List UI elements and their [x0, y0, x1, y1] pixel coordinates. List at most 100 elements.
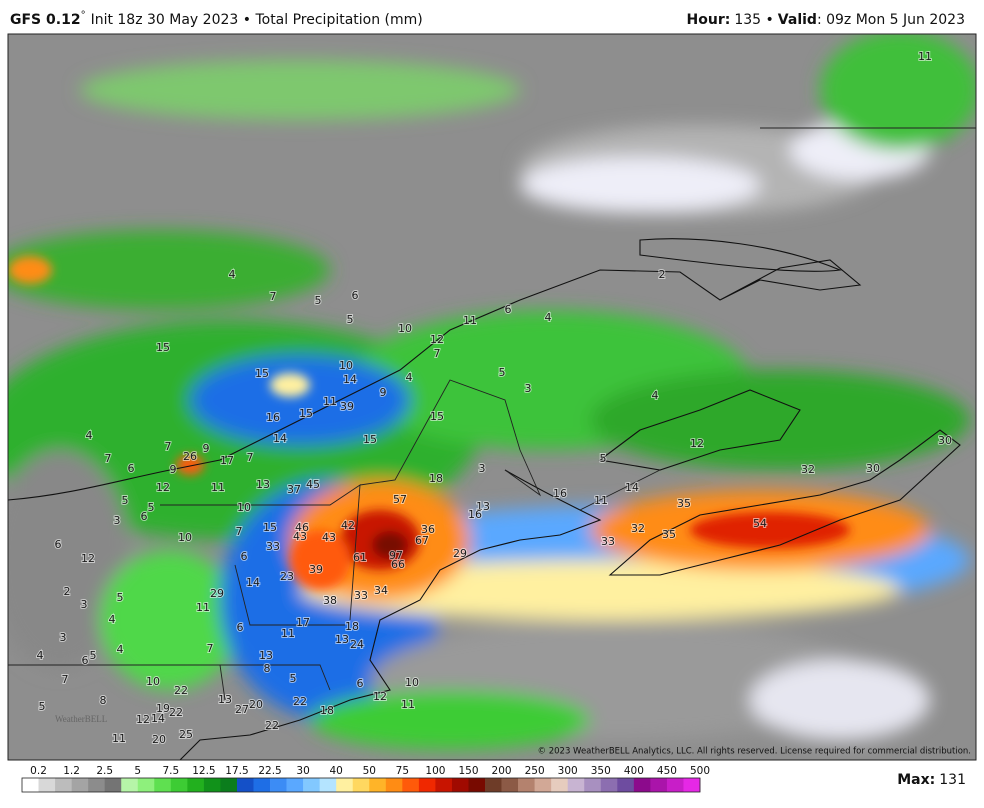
colorbar-swatch: [666, 778, 684, 792]
max-value: 131: [939, 772, 966, 788]
colorbar-swatch: [38, 778, 56, 792]
header-right: Hour: 135 • Valid: 09z Mon 5 Jun 2023: [687, 12, 965, 28]
map-value-label: 6: [352, 289, 359, 302]
colorbar-label: 500: [690, 765, 710, 777]
map-value-label: 18: [320, 704, 334, 717]
map-value-label: 34: [374, 584, 388, 597]
map-value-label: 15: [299, 407, 313, 420]
hour-label: Hour:: [687, 12, 731, 28]
header-left: GFS 0.12° Init 18z 30 May 2023 • Total Pr…: [10, 10, 423, 28]
map-value-label: 39: [340, 400, 354, 413]
border: [8, 127, 976, 701]
map-value-label: 46: [295, 521, 309, 534]
map-value-label: 4: [117, 643, 124, 656]
map-value-label: 26: [183, 450, 197, 463]
map-value-label: 67: [415, 534, 429, 547]
map-value-label: 7: [105, 452, 112, 465]
map-value-label: 10: [405, 676, 419, 689]
colorbar-swatch: [485, 778, 502, 792]
colorbar-swatch: [534, 778, 552, 792]
map-value-label: 11: [918, 50, 932, 63]
colorbar-label: 5: [134, 765, 141, 777]
map-value-label: 16: [553, 487, 567, 500]
map-value-label: 10: [146, 675, 160, 688]
map-value-label: 45: [306, 478, 320, 491]
map-value-label: 7: [236, 525, 243, 538]
map-value-label: 32: [801, 463, 815, 476]
colorbar-label: 12.5: [192, 765, 215, 777]
map-value-label: 11: [112, 732, 126, 745]
coastline: [608, 429, 961, 576]
colorbar-swatch: [170, 778, 188, 792]
map-value-label: 11: [594, 494, 608, 507]
map-value-label: 6: [357, 677, 364, 690]
map-value-label: 15: [430, 410, 444, 423]
colorbar-swatch: [55, 778, 72, 792]
map: [8, 34, 976, 760]
map-value-label: 4: [109, 613, 116, 626]
map-value-label: 24: [350, 638, 364, 651]
colorbar-swatch: [435, 778, 453, 792]
map-value-label: 8: [264, 662, 271, 675]
colorbar-swatch: [650, 778, 668, 792]
colorbar-label: 1.2: [63, 765, 80, 777]
map-value-label: 61: [353, 551, 367, 564]
map-value-label: 43: [293, 530, 307, 543]
colorbar-swatch: [683, 778, 701, 792]
max-label: Max:: [897, 772, 935, 788]
colorbar-swatch: [71, 778, 89, 792]
map-value-label: 6: [241, 550, 248, 563]
map-value-label: 2: [64, 585, 71, 598]
map-value-label: 20: [152, 733, 166, 746]
map-value-label: 19: [156, 702, 170, 715]
map-value-label: 35: [677, 497, 691, 510]
map-value-label: 22: [174, 684, 188, 697]
map-value-label: 35: [662, 528, 676, 541]
map-value-label: 14: [625, 481, 639, 494]
map-value-label: 6: [237, 621, 244, 634]
colorbar-swatch: [468, 778, 486, 792]
map-value-label: 3: [81, 598, 88, 611]
map-value-label: 10: [398, 322, 412, 335]
coastline: [179, 469, 602, 760]
map-value-label: 12: [136, 713, 150, 726]
map-value-label: 17: [220, 454, 234, 467]
map-value-label: 29: [453, 547, 467, 560]
colorbar-swatch: [270, 778, 287, 792]
max: Max: 131: [897, 772, 966, 788]
hour: 135 •: [734, 12, 773, 28]
map-value-label: 14: [343, 373, 357, 386]
colorbar-swatch: [336, 778, 354, 792]
map-value-label: 97: [389, 549, 403, 562]
map-value-label: 5: [600, 452, 607, 465]
map-value-label: 22: [169, 706, 183, 719]
map-value-label: 30: [866, 462, 880, 475]
colorbar-label: 22.5: [258, 765, 281, 777]
map-value-label: 16: [468, 508, 482, 521]
map-value-label: 6: [141, 510, 148, 523]
colorbar-swatch: [154, 778, 172, 792]
map-value-label: 10: [339, 359, 353, 372]
map-value-label: 15: [363, 433, 377, 446]
map-value-label: 12: [156, 481, 170, 494]
map-value-label: 5: [347, 313, 354, 326]
colorbar-swatch: [518, 778, 535, 792]
map-value-label: 6: [55, 538, 62, 551]
colorbar-label: 100: [425, 765, 445, 777]
map-value-label: 5: [315, 294, 322, 307]
colorbar-label: 30: [296, 765, 309, 777]
map-value-label: 15: [263, 521, 277, 534]
map-value-label: 13: [476, 500, 490, 513]
map-value-label: 5: [90, 649, 97, 662]
colorbar-label: 17.5: [225, 765, 248, 777]
map-value-label: 54: [753, 517, 767, 530]
island: [639, 238, 843, 272]
map-value-label: 14: [273, 432, 287, 445]
colorbar-label: 2.5: [96, 765, 113, 777]
map-value-label: 2: [659, 268, 666, 281]
map-value-label: 13: [256, 478, 270, 491]
colorbar-swatch: [584, 778, 602, 792]
map-value-label: 4: [545, 311, 552, 324]
colorbar-swatch: [567, 778, 585, 792]
